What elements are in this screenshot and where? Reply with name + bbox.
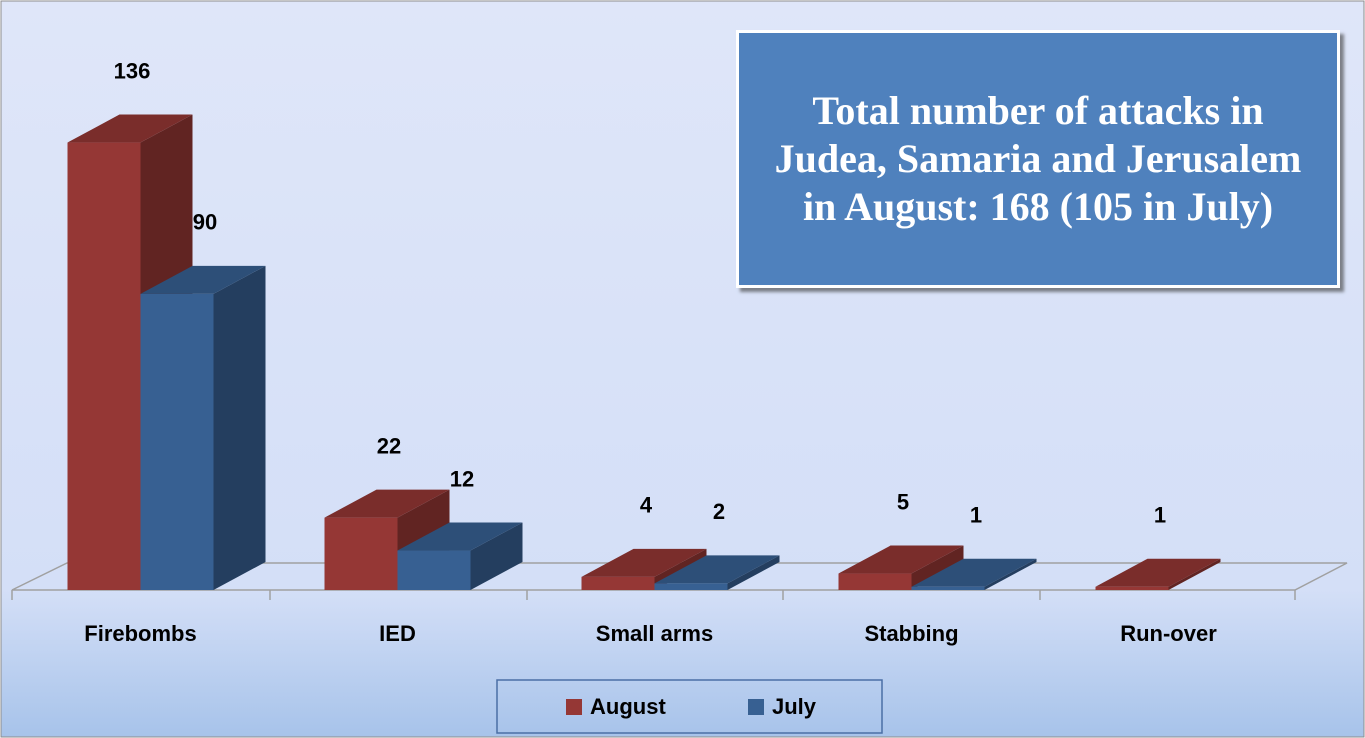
bar	[911, 558, 1037, 590]
bar-side	[213, 265, 266, 590]
value-label: 12	[450, 466, 474, 491]
x-tick-label: Small arms	[596, 621, 713, 646]
bar-top	[324, 489, 450, 518]
legend-swatch	[748, 699, 764, 715]
bar-side	[911, 545, 964, 590]
floor-ticks	[11, 590, 1296, 600]
bar-top	[838, 545, 964, 574]
value-label: 5	[897, 489, 909, 514]
value-label: 2	[713, 499, 725, 524]
bar-side	[984, 558, 1037, 590]
x-tick-label: IED	[379, 621, 416, 646]
bar-top	[654, 555, 780, 584]
legend-label: July	[772, 694, 817, 719]
value-label: 1	[1154, 503, 1166, 528]
legend-swatch	[566, 699, 582, 715]
bar-front	[140, 293, 214, 590]
x-tick-label: Firebombs	[84, 621, 196, 646]
bar-top	[140, 265, 266, 294]
legend-label: August	[590, 694, 666, 719]
bar-front	[324, 517, 398, 590]
x-tick-label: Stabbing	[864, 621, 958, 646]
bar-top	[397, 522, 523, 551]
bar-side	[470, 522, 523, 590]
bar-side	[727, 555, 780, 590]
bar-front	[67, 142, 141, 590]
bar-front	[911, 586, 985, 590]
bar	[654, 555, 780, 590]
bar	[838, 545, 964, 590]
value-label: 4	[640, 493, 653, 518]
bar-side	[1168, 558, 1221, 590]
bar-front	[1095, 586, 1169, 590]
bar-front	[397, 550, 471, 590]
bar-top	[581, 548, 707, 577]
bar-top	[67, 114, 193, 143]
bar	[140, 265, 266, 590]
value-label: 1	[970, 503, 982, 528]
bar	[1095, 558, 1221, 590]
value-label: 22	[377, 433, 401, 458]
bar	[397, 522, 523, 590]
legend-box	[496, 679, 883, 734]
bar-front	[838, 573, 912, 590]
value-label: 90	[193, 210, 217, 235]
x-tick-label: Run-over	[1120, 621, 1217, 646]
annotation: Total number of attacks in Judea, Samari…	[736, 30, 1340, 288]
value-label: 136	[114, 58, 151, 83]
bar-front	[581, 576, 655, 590]
bar-top	[911, 558, 1037, 587]
bar-top	[1095, 558, 1221, 587]
bar-front	[654, 583, 728, 590]
